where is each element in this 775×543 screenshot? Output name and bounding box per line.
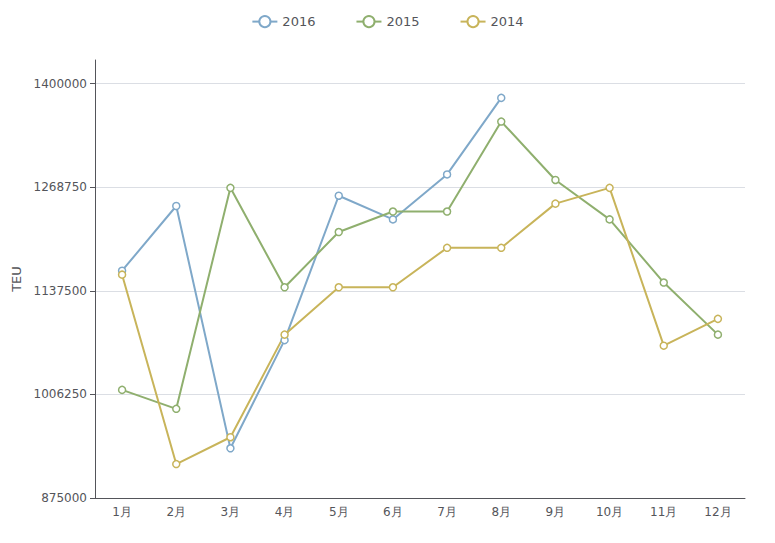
svg-text:5月: 5月 xyxy=(329,505,349,519)
svg-text:TEU: TEU xyxy=(9,266,24,293)
svg-text:1400000: 1400000 xyxy=(34,77,87,91)
svg-text:9月: 9月 xyxy=(546,505,566,519)
svg-text:8月: 8月 xyxy=(491,505,511,519)
svg-text:3月: 3月 xyxy=(221,505,241,519)
svg-text:1月: 1月 xyxy=(112,505,132,519)
svg-text:11月: 11月 xyxy=(650,505,677,519)
svg-text:10月: 10月 xyxy=(596,505,623,519)
svg-text:1137500: 1137500 xyxy=(34,284,87,298)
svg-text:7月: 7月 xyxy=(437,505,457,519)
svg-text:2月: 2月 xyxy=(166,505,186,519)
svg-text:6月: 6月 xyxy=(383,505,403,519)
svg-text:875000: 875000 xyxy=(41,491,87,505)
svg-text:2015: 2015 xyxy=(386,14,419,29)
svg-text:12月: 12月 xyxy=(704,505,731,519)
svg-text:2014: 2014 xyxy=(491,14,524,29)
svg-text:4月: 4月 xyxy=(275,505,295,519)
svg-text:2016: 2016 xyxy=(282,14,315,29)
svg-text:1268750: 1268750 xyxy=(34,180,87,194)
svg-text:1006250: 1006250 xyxy=(34,387,87,401)
